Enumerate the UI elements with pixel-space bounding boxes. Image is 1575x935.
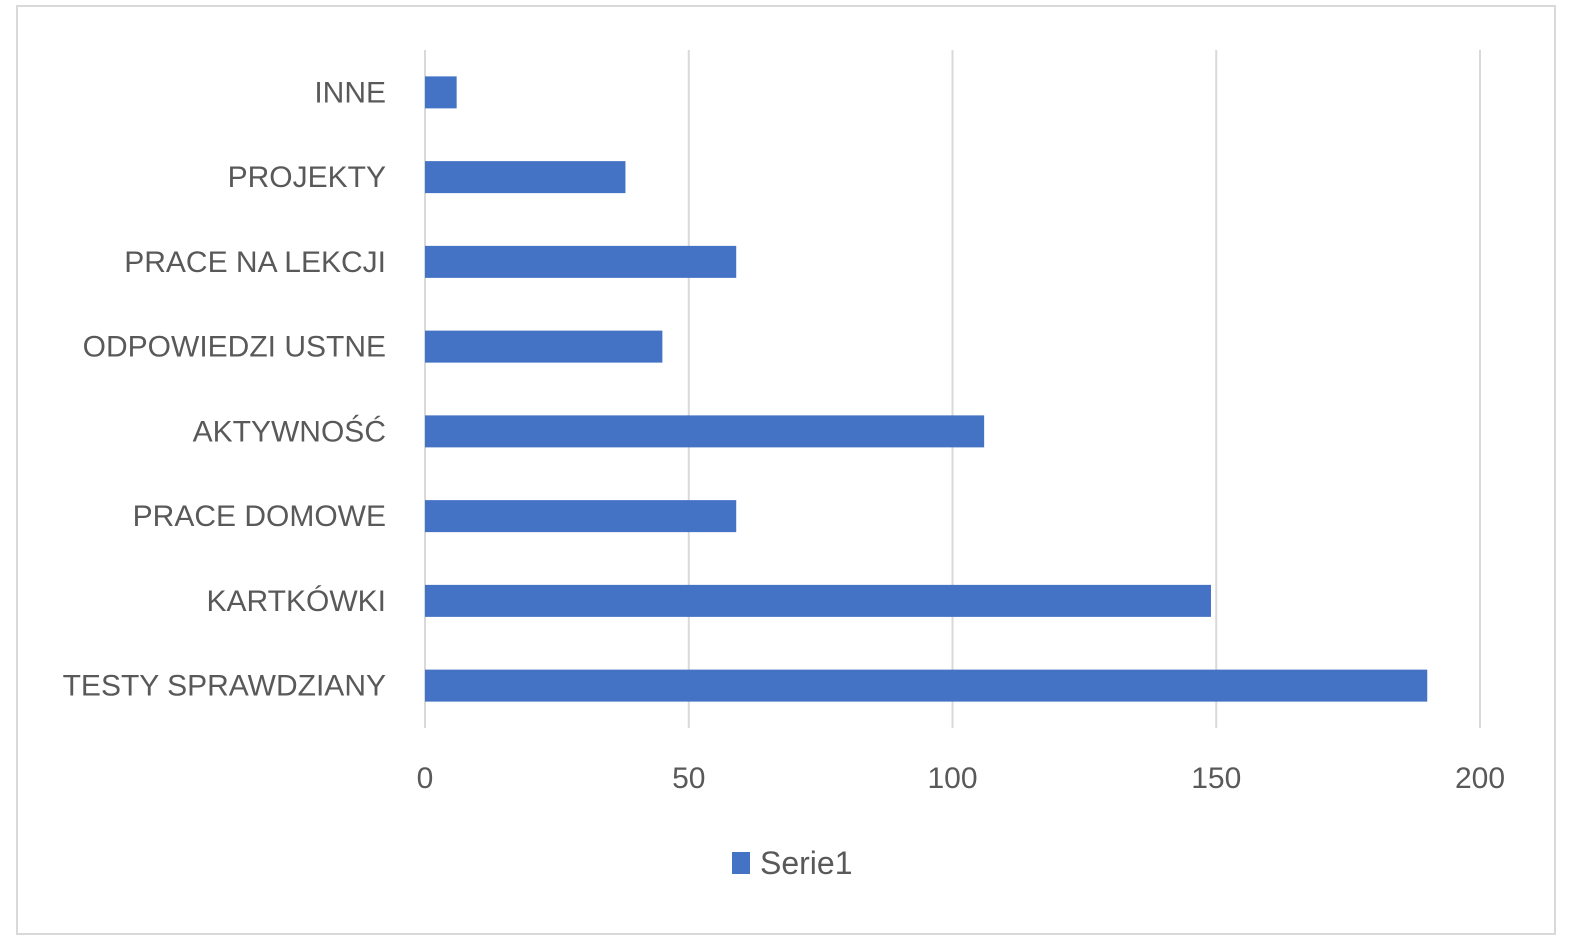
- x-tick-label: 50: [672, 762, 705, 795]
- bar: [425, 415, 985, 448]
- bar: [425, 500, 737, 533]
- chart-frame: [16, 5, 1556, 935]
- x-tick-label: 0: [417, 762, 434, 795]
- gridlines: [424, 50, 1481, 728]
- bars: [425, 76, 1428, 702]
- bar: [425, 161, 626, 194]
- legend: Serie1: [732, 845, 853, 881]
- category-labels: TESTY SPRAWDZIANY KARTKÓWKI PRACE DOMOWE AK…: [63, 76, 386, 702]
- bar: [425, 669, 1428, 702]
- category-label: INNE: [314, 76, 386, 109]
- bar: [425, 584, 1211, 617]
- x-tick-label: 150: [1191, 762, 1241, 795]
- category-label: ODPOWIEDZI USTNE: [83, 331, 386, 364]
- bar: [425, 245, 737, 278]
- category-label: PRACE NA LEKCJI: [124, 246, 386, 279]
- bar: [425, 330, 663, 363]
- x-tick-label: 200: [1455, 762, 1505, 795]
- x-tick-label: 100: [927, 762, 977, 795]
- category-label: PROJEKTY: [228, 161, 386, 194]
- x-axis-tick-labels: 0 50 100 150 200: [417, 762, 1505, 795]
- category-label: TESTY SPRAWDZIANY: [63, 670, 386, 703]
- category-label: AKTYWNOŚĆ: [193, 414, 386, 448]
- category-label: PRACE DOMOWE: [133, 500, 386, 533]
- legend-swatch: [732, 852, 750, 874]
- legend-label: Serie1: [760, 845, 853, 881]
- category-label: KARTKÓWKI: [207, 585, 386, 618]
- bar: [425, 76, 457, 109]
